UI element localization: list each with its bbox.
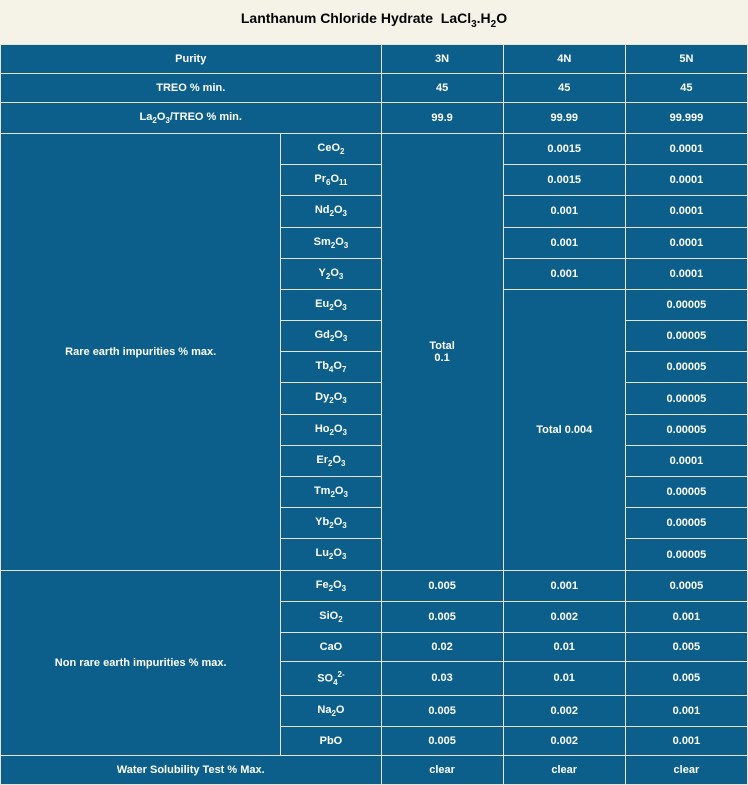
treo-5n: 45	[625, 73, 747, 102]
table-row: Purity 3N 4N 5N	[1, 44, 748, 73]
compound-er2o3: Er2O3	[281, 445, 381, 476]
table-row: Water Solubility Test % Max. clear clear…	[1, 756, 748, 785]
pbo-3n: 0.005	[381, 727, 503, 756]
pr6o11-4n: 0.0015	[503, 165, 625, 196]
cao-5n: 0.005	[625, 632, 747, 661]
nd2o3-4n: 0.001	[503, 196, 625, 227]
so4-4n: 0.01	[503, 661, 625, 695]
compound-ho2o3: Ho2O3	[281, 414, 381, 445]
header-5n: 5N	[625, 44, 747, 73]
compound-lu2o3: Lu2O3	[281, 539, 381, 570]
sio2-3n: 0.005	[381, 601, 503, 632]
treo-3n: 45	[381, 73, 503, 102]
compound-so4: SO42-	[281, 661, 381, 695]
er2o3-5n: 0.0001	[625, 445, 747, 476]
solubility-3n: clear	[381, 756, 503, 785]
sm2o3-4n: 0.001	[503, 227, 625, 258]
fe2o3-3n: 0.005	[381, 570, 503, 601]
solubility-4n: clear	[503, 756, 625, 785]
pr6o11-5n: 0.0001	[625, 165, 747, 196]
pbo-4n: 0.002	[503, 727, 625, 756]
yb2o3-5n: 0.00005	[625, 508, 747, 539]
spec-table: Purity 3N 4N 5N TREO % min. 45 45 45 La2…	[0, 44, 748, 785]
compound-y2o3: Y2O3	[281, 258, 381, 289]
na2o-5n: 0.001	[625, 695, 747, 726]
fe2o3-5n: 0.0005	[625, 570, 747, 601]
table-row: Non rare earth impurities % max. Fe2O3 0…	[1, 570, 748, 601]
compound-pbo: PbO	[281, 727, 381, 756]
tm2o3-5n: 0.00005	[625, 477, 747, 508]
ceo2-5n: 0.0001	[625, 133, 747, 164]
compound-ceo2: CeO2	[281, 133, 381, 164]
eu2o3-5n: 0.00005	[625, 289, 747, 320]
compound-eu2o3: Eu2O3	[281, 289, 381, 320]
rare-4n-total: Total 0.004	[503, 289, 625, 570]
compound-sm2o3: Sm2O3	[281, 227, 381, 258]
sio2-4n: 0.002	[503, 601, 625, 632]
solubility-5n: clear	[625, 756, 747, 785]
table-row: Rare earth impurities % max. CeO2 Total0…	[1, 133, 748, 164]
nonrare-label: Non rare earth impurities % max.	[1, 570, 281, 755]
pbo-5n: 0.001	[625, 727, 747, 756]
y2o3-4n: 0.001	[503, 258, 625, 289]
compound-dy2o3: Dy2O3	[281, 383, 381, 414]
header-purity: Purity	[1, 44, 382, 73]
rare-earth-label: Rare earth impurities % max.	[1, 133, 281, 570]
compound-sio2: SiO2	[281, 601, 381, 632]
sio2-5n: 0.001	[625, 601, 747, 632]
sm2o3-5n: 0.0001	[625, 227, 747, 258]
cao-4n: 0.01	[503, 632, 625, 661]
fe2o3-4n: 0.001	[503, 570, 625, 601]
dy2o3-5n: 0.00005	[625, 383, 747, 414]
la2o3-4n: 99.99	[503, 102, 625, 133]
gd2o3-5n: 0.00005	[625, 321, 747, 352]
tb4o7-5n: 0.00005	[625, 352, 747, 383]
ceo2-4n: 0.0015	[503, 133, 625, 164]
ho2o3-5n: 0.00005	[625, 414, 747, 445]
na2o-3n: 0.005	[381, 695, 503, 726]
solubility-label: Water Solubility Test % Max.	[1, 756, 382, 785]
cao-3n: 0.02	[381, 632, 503, 661]
compound-tm2o3: Tm2O3	[281, 477, 381, 508]
la2o3-label: La2O3/TREO % min.	[1, 102, 382, 133]
rare-3n-total: Total0.1	[381, 133, 503, 570]
la2o3-5n: 99.999	[625, 102, 747, 133]
na2o-4n: 0.002	[503, 695, 625, 726]
header-4n: 4N	[503, 44, 625, 73]
so4-3n: 0.03	[381, 661, 503, 695]
compound-tb4o7: Tb4O7	[281, 352, 381, 383]
nd2o3-5n: 0.0001	[625, 196, 747, 227]
treo-4n: 45	[503, 73, 625, 102]
compound-yb2o3: Yb2O3	[281, 508, 381, 539]
compound-pr6o11: Pr6O11	[281, 165, 381, 196]
lu2o3-5n: 0.00005	[625, 539, 747, 570]
table-row: La2O3/TREO % min. 99.9 99.99 99.999	[1, 102, 748, 133]
compound-nd2o3: Nd2O3	[281, 196, 381, 227]
so4-5n: 0.005	[625, 661, 747, 695]
header-3n: 3N	[381, 44, 503, 73]
compound-cao: CaO	[281, 632, 381, 661]
la2o3-3n: 99.9	[381, 102, 503, 133]
compound-gd2o3: Gd2O3	[281, 321, 381, 352]
treo-label: TREO % min.	[1, 73, 382, 102]
compound-na2o: Na2O	[281, 695, 381, 726]
compound-fe2o3: Fe2O3	[281, 570, 381, 601]
table-row: TREO % min. 45 45 45	[1, 73, 748, 102]
page-title: Lanthanum Chloride Hydrate LaCl3.H2O	[0, 0, 748, 44]
y2o3-5n: 0.0001	[625, 258, 747, 289]
